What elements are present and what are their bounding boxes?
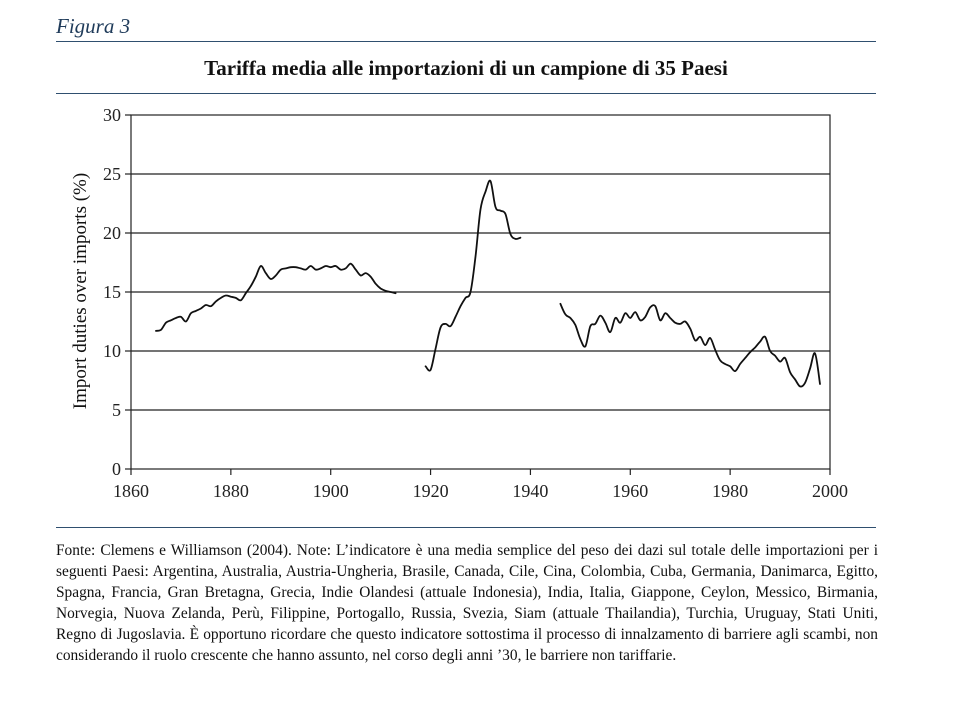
series-line-3 (559, 302, 821, 388)
source-note: Fonte: Clemens e Williamson (2004). Note… (56, 542, 878, 664)
chart-title: Tariffa media alle importazioni di un ca… (204, 56, 728, 80)
y-tick-label-0: 0 (112, 459, 121, 479)
x-tick-label-1860: 1860 (113, 481, 149, 501)
x-tick-label-1960: 1960 (612, 481, 648, 501)
series-line-1 (155, 262, 397, 332)
figure-label: Figura 3 (56, 14, 131, 38)
x-tick-label-1940: 1940 (512, 481, 548, 501)
y-tick-label-5: 5 (112, 400, 121, 420)
top-rule (56, 41, 876, 42)
y-tick-label-20: 20 (103, 223, 121, 243)
source-rule (56, 527, 876, 528)
y-tick-label-15: 15 (103, 282, 121, 302)
y-tick-label-25: 25 (103, 164, 121, 184)
y-axis-label: Import duties over imports (%) (70, 173, 91, 409)
y-axis: 0 5 10 15 20 25 30 (103, 105, 131, 479)
y-tick-label-10: 10 (103, 341, 121, 361)
tariff-line-chart: 0 5 10 15 20 25 30 1860 1880 1900 1920 1940 1960 198… (70, 105, 848, 501)
x-tick-label-1900: 1900 (313, 481, 349, 501)
series-line-2 (424, 179, 522, 372)
x-tick-label-1980: 1980 (712, 481, 748, 501)
y-tick-label-30: 30 (103, 105, 121, 125)
x-tick-label-1920: 1920 (413, 481, 449, 501)
x-axis: 1860 1880 1900 1920 1940 1960 1980 2000 (113, 469, 848, 501)
title-rule (56, 93, 876, 94)
series-lines (155, 179, 821, 388)
x-tick-label-2000: 2000 (812, 481, 848, 501)
x-tick-label-1880: 1880 (213, 481, 249, 501)
